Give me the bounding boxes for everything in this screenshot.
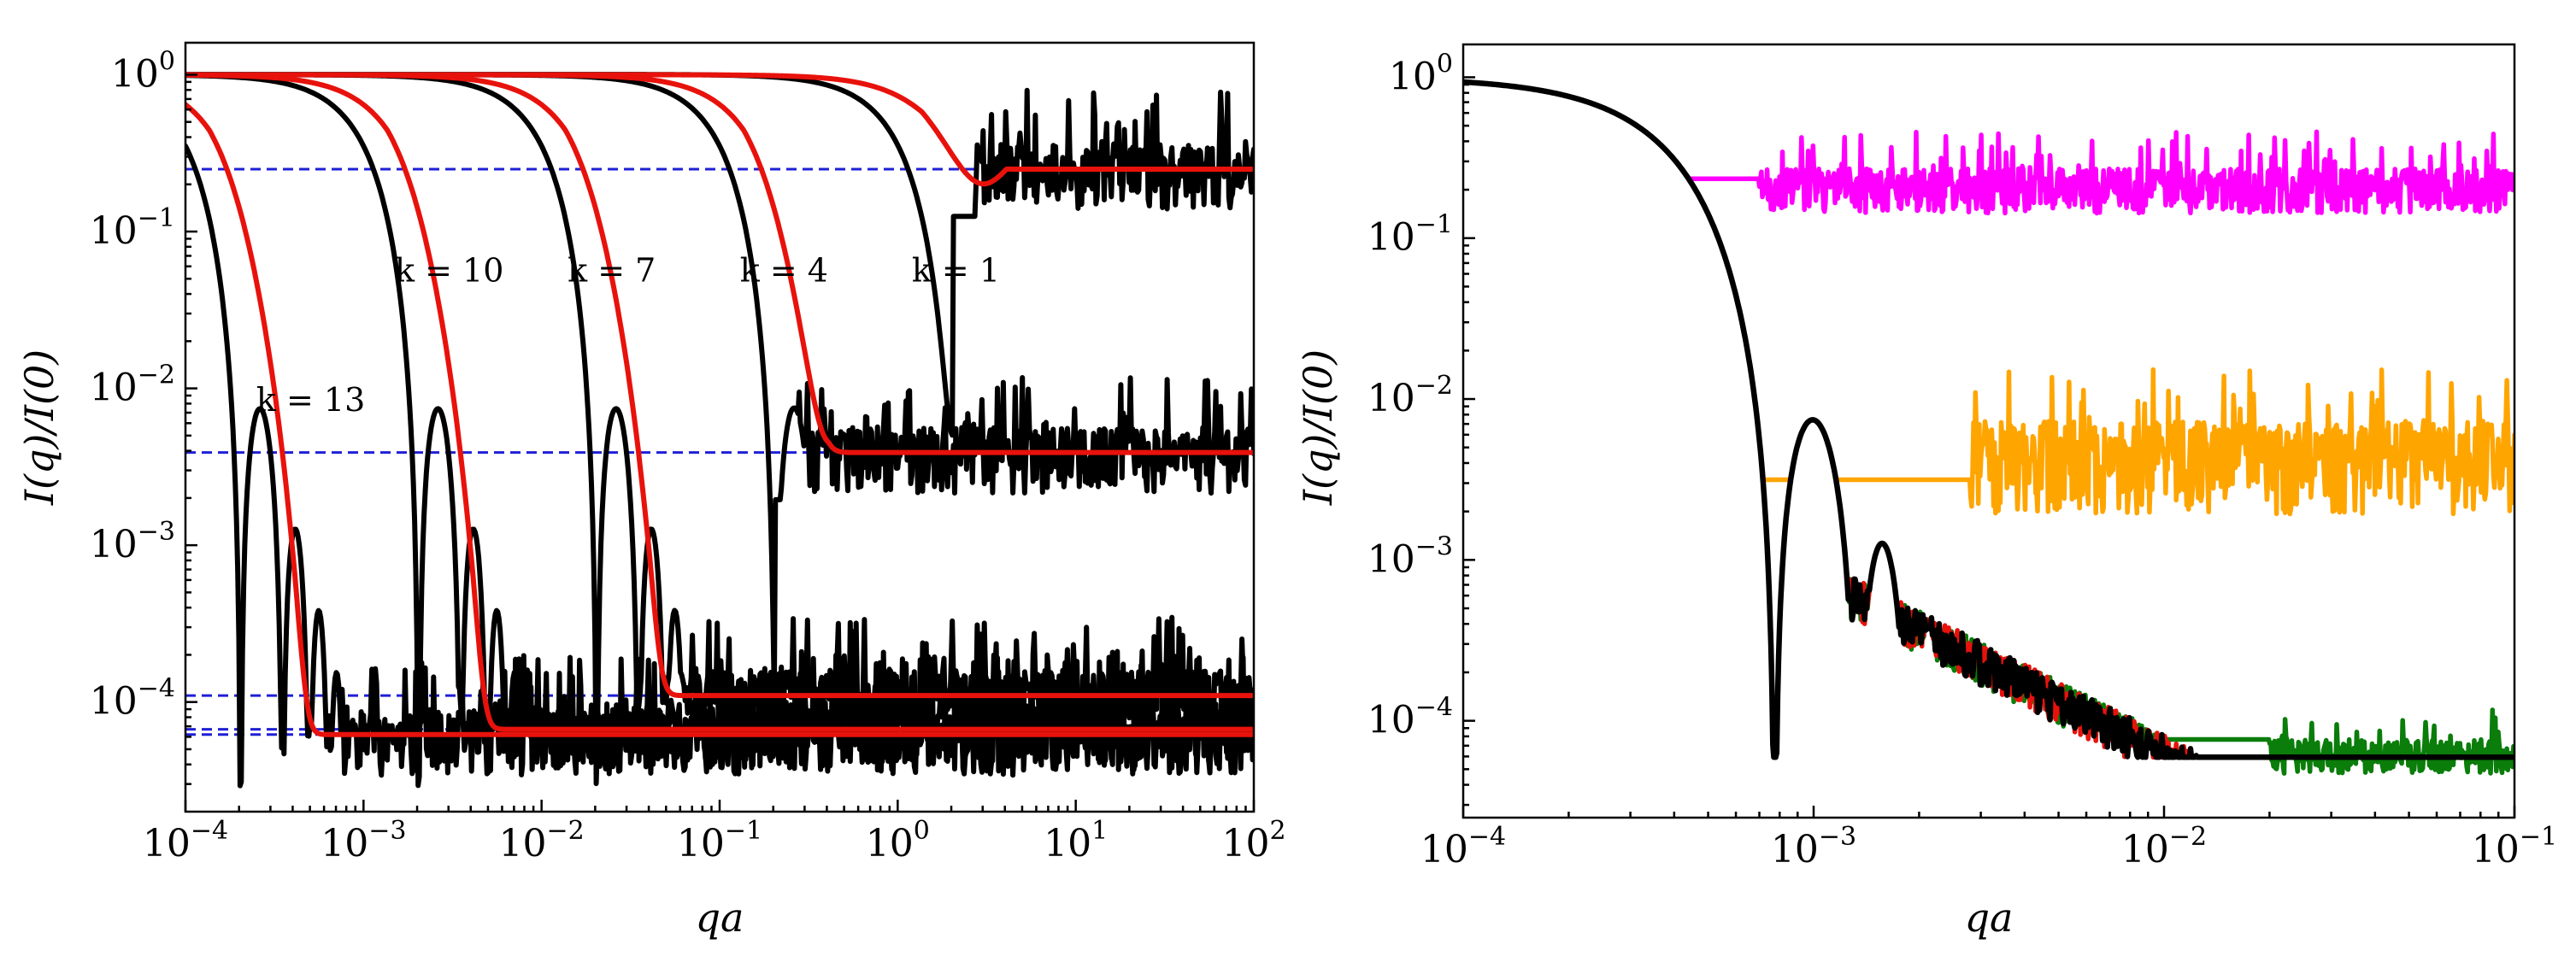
right-plot-area (1463, 79, 2514, 776)
left-x-tick-label: 10−2 (499, 816, 585, 865)
right-panel: 10−4 10−3 10−2 10−1 10−4 10−3 10−2 10−1 100 qa I… (1295, 43, 2557, 941)
right-y-tick-label: 10−4 (1367, 693, 1453, 742)
right-x-tick-label: 10−2 (2121, 822, 2207, 871)
right-x-axis-label: qa (1965, 895, 2014, 941)
right-y-axis-label: I(q)/I(0) (1295, 349, 1341, 506)
annotation-label: k = 7 (568, 252, 656, 290)
left-annotations: k = 1 k = 4 k = 7 k = 10 k = 13 (256, 252, 1000, 419)
right-y-tick-label: 100 (1389, 49, 1453, 98)
left-y-tick-label: 10−1 (90, 203, 175, 253)
left-x-tick-label: 101 (1044, 816, 1108, 865)
series-black (1463, 79, 2514, 760)
series-model-k7 (185, 72, 1254, 699)
left-y-tick-label: 10−2 (90, 361, 175, 410)
left-x-tick-label: 10−3 (321, 816, 406, 865)
right-y-tick-label: 10−2 (1367, 371, 1453, 420)
annotation-label: k = 1 (912, 252, 1000, 290)
left-y-tick-label: 10−3 (90, 517, 175, 566)
series-magenta (1463, 79, 2514, 216)
annotation-label: k = 13 (256, 381, 365, 419)
left-ticks: 10−4 10−3 10−2 10−1 100 101 102 10−4 10−3 10−2 10−… (90, 46, 1286, 865)
series-model-k10 (185, 72, 1254, 732)
right-axes-frame (1461, 43, 2516, 819)
right-x-tick-label: 10−4 (1420, 822, 1506, 871)
left-x-axis-label: qa (696, 895, 744, 941)
annotation-label: k = 10 (395, 252, 503, 290)
left-x-tick-label: 10−1 (677, 816, 762, 865)
left-panel: 10−4 10−3 10−2 10−1 100 101 102 10−4 10−3 10−2 10−… (16, 41, 1286, 941)
right-y-tick-label: 10−3 (1367, 531, 1453, 581)
left-y-tick-label: 10−4 (90, 674, 175, 724)
annotation-label: k = 4 (740, 252, 828, 290)
left-y-tick-label: 100 (111, 46, 175, 96)
right-x-tick-label: 10−3 (1771, 822, 1856, 871)
left-x-tick-label: 102 (1221, 816, 1285, 865)
left-plot-area (185, 72, 1254, 789)
series-orange (1463, 79, 2514, 517)
right-ticks: 10−4 10−3 10−2 10−1 10−4 10−3 10−2 10−1 100 (1367, 49, 2557, 871)
left-y-axis-label: I(q)/I(0) (16, 349, 62, 506)
left-x-tick-label: 100 (866, 816, 930, 865)
series-model-k13 (185, 102, 1254, 737)
right-x-tick-label: 10−1 (2472, 822, 2557, 871)
left-x-tick-label: 10−4 (143, 816, 228, 865)
right-y-tick-label: 10−1 (1367, 210, 1453, 260)
